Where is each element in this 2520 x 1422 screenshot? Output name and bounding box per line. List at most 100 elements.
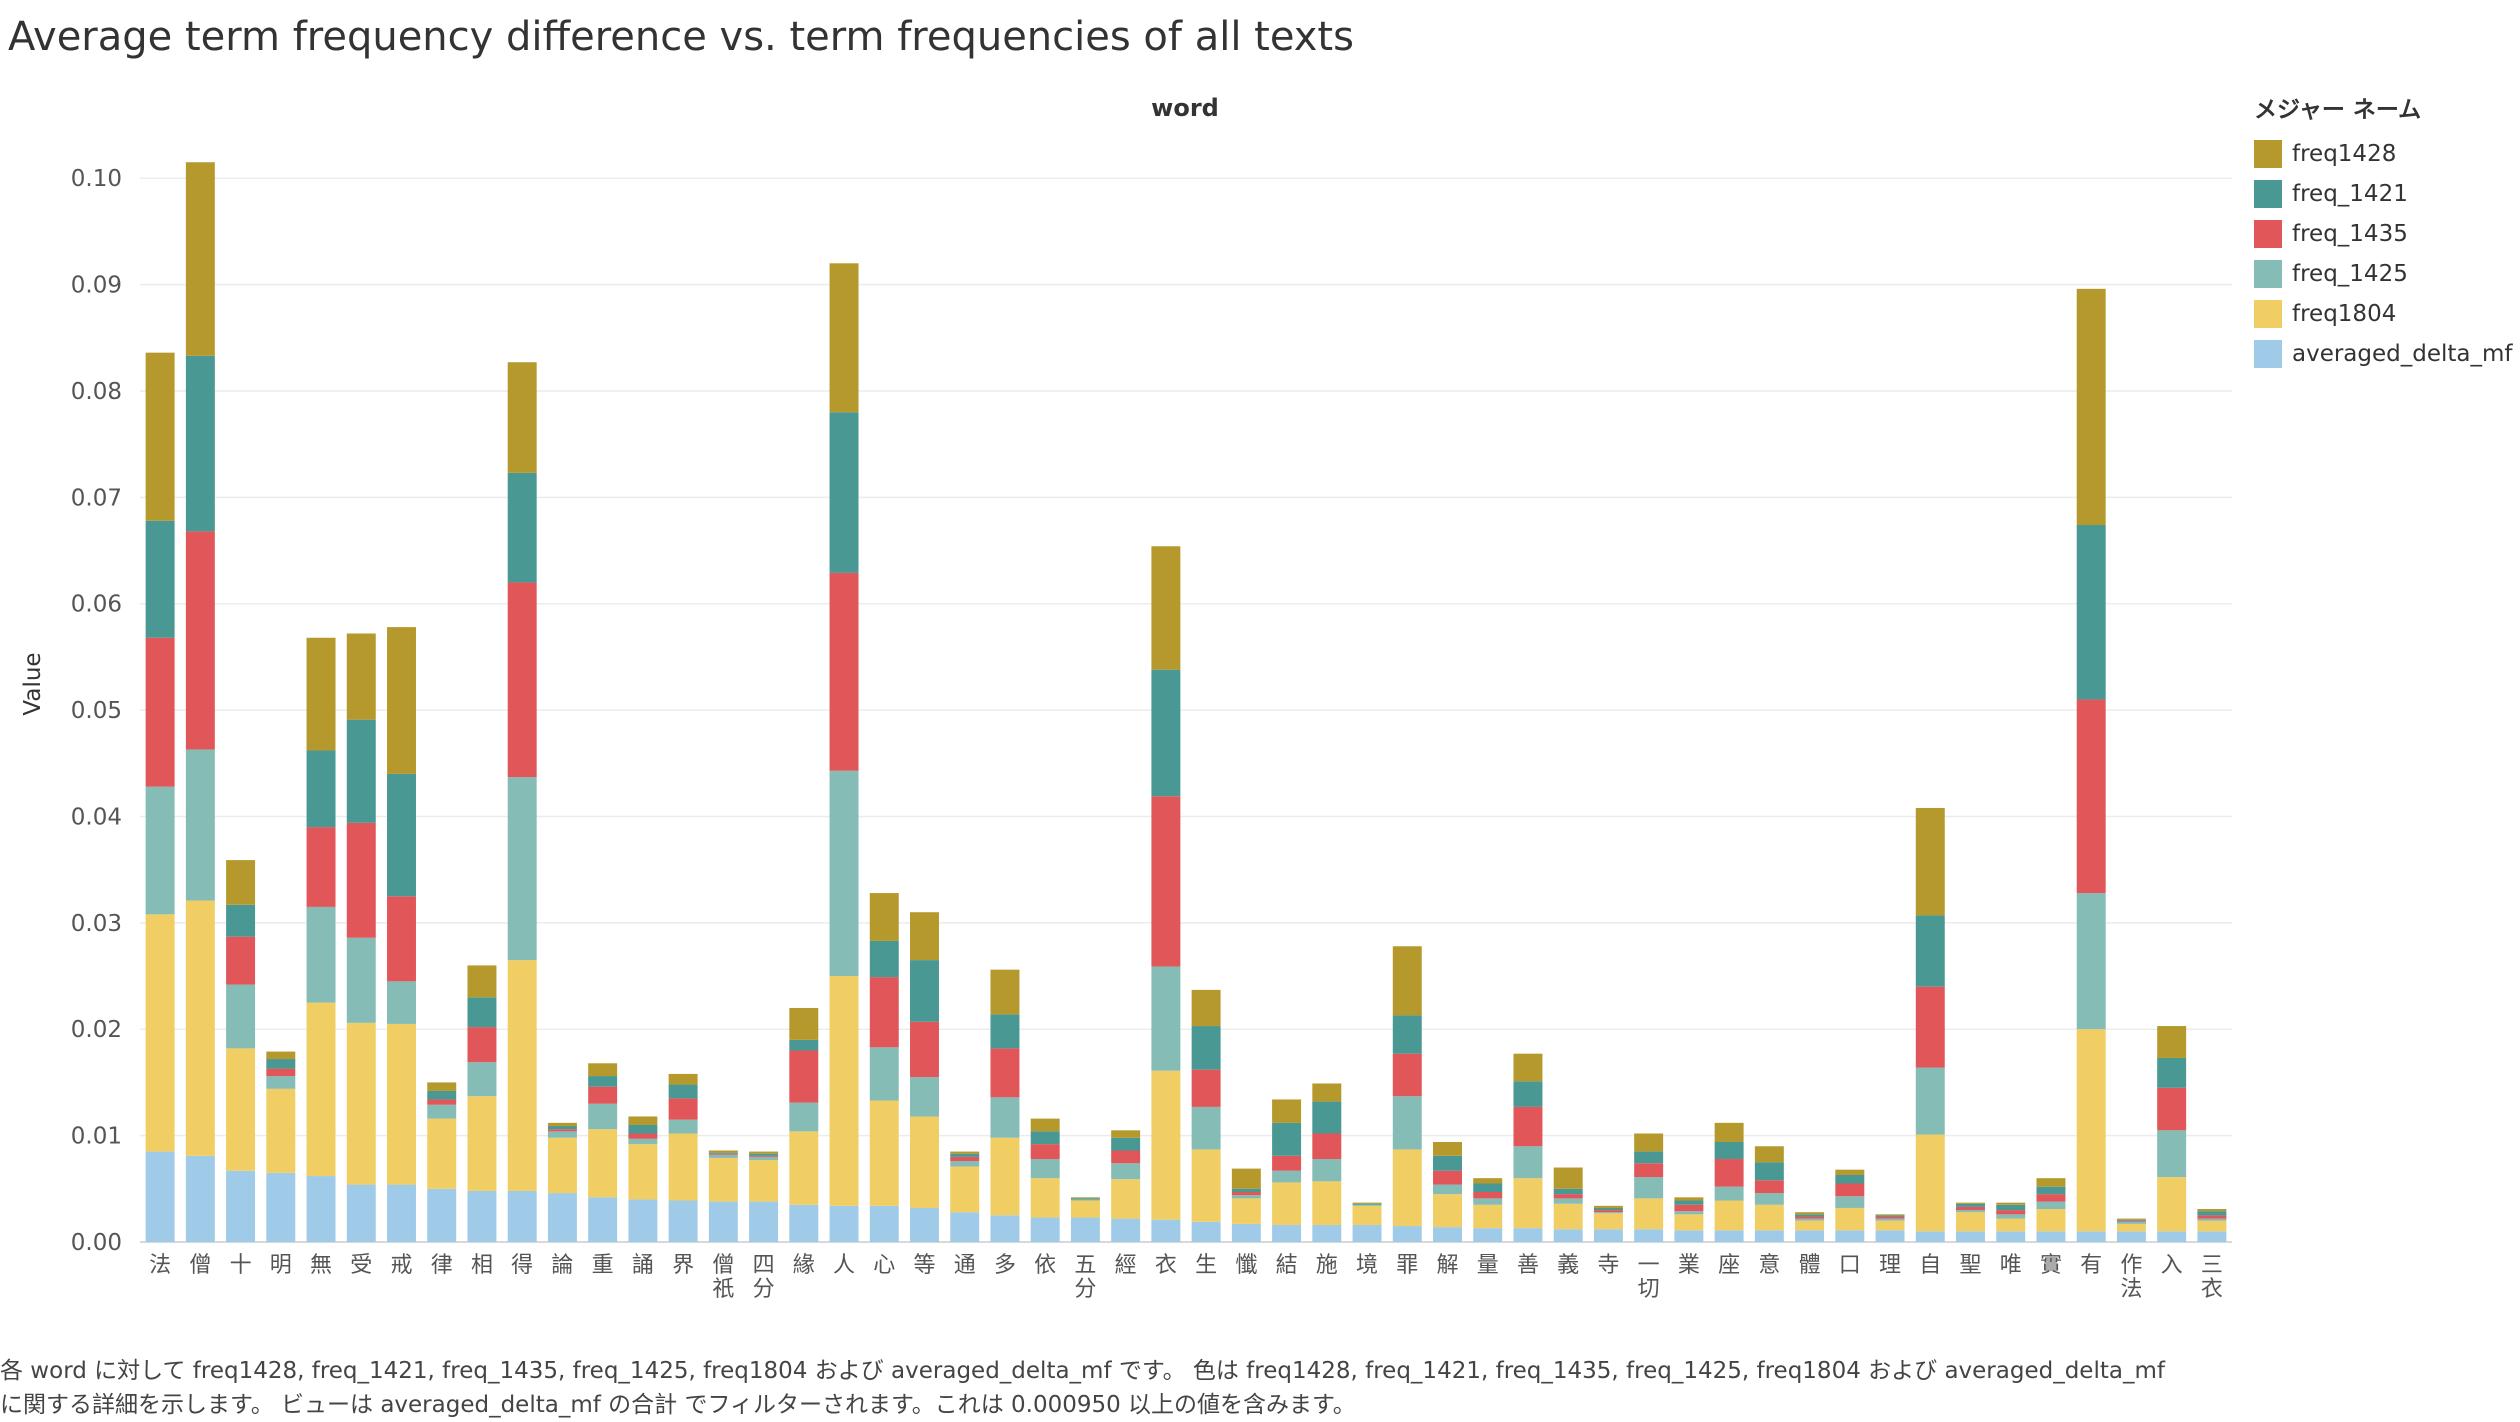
bar-segment[interactable] xyxy=(306,906,336,1003)
bar-segment[interactable] xyxy=(427,1104,457,1119)
bar-segment[interactable] xyxy=(266,1059,296,1069)
bar-segment[interactable] xyxy=(1795,1214,1825,1217)
bar-segment[interactable] xyxy=(749,1201,779,1242)
bar-segment[interactable] xyxy=(467,1190,497,1242)
bar-segment[interactable] xyxy=(547,1193,577,1242)
bar-segment[interactable] xyxy=(668,1119,698,1134)
bar-segment[interactable] xyxy=(1714,1159,1744,1187)
bar-segment[interactable] xyxy=(1795,1220,1825,1231)
bar-segment[interactable] xyxy=(1674,1230,1704,1242)
bar-segment[interactable] xyxy=(789,1131,819,1205)
bar-segment[interactable] xyxy=(1553,1198,1583,1204)
bar-segment[interactable] xyxy=(1272,1182,1302,1225)
bar-segment[interactable] xyxy=(266,1076,296,1089)
bar-segment[interactable] xyxy=(1191,1069,1221,1107)
bar-segment[interactable] xyxy=(467,1027,497,1063)
bar-segment[interactable] xyxy=(1795,1216,1825,1219)
bar-segment[interactable] xyxy=(2197,1211,2227,1216)
bar-segment[interactable] xyxy=(950,1161,980,1167)
bar-segment[interactable] xyxy=(387,896,416,982)
bar-segment[interactable] xyxy=(1956,1202,1985,1204)
bar-segment[interactable] xyxy=(467,1096,497,1191)
bar-segment[interactable] xyxy=(547,1137,577,1194)
bar-segment[interactable] xyxy=(226,1170,256,1242)
bar-segment[interactable] xyxy=(1875,1214,1905,1216)
bar-segment[interactable] xyxy=(789,1102,819,1132)
bar-segment[interactable] xyxy=(2116,1220,2146,1222)
bar-segment[interactable] xyxy=(749,1160,779,1202)
bar-segment[interactable] xyxy=(1111,1150,1141,1164)
bar-segment[interactable] xyxy=(507,1190,537,1242)
bar-segment[interactable] xyxy=(1513,1228,1543,1242)
bar-segment[interactable] xyxy=(387,981,416,1024)
bar-segment[interactable] xyxy=(507,472,537,583)
bar-segment[interactable] xyxy=(910,1116,939,1208)
bar-segment[interactable] xyxy=(1956,1206,1985,1211)
bar-segment[interactable] xyxy=(185,531,215,750)
bar-segment[interactable] xyxy=(1835,1174,1865,1184)
bar-segment[interactable] xyxy=(588,1086,618,1104)
bar-segment[interactable] xyxy=(1231,1195,1261,1199)
bar-segment[interactable] xyxy=(1392,1015,1422,1054)
bar-segment[interactable] xyxy=(628,1138,658,1145)
bar-segment[interactable] xyxy=(1714,1142,1744,1160)
bar-segment[interactable] xyxy=(1151,796,1181,967)
bar-segment[interactable] xyxy=(1915,807,1945,916)
bar-segment[interactable] xyxy=(1272,1170,1302,1183)
bar-segment[interactable] xyxy=(306,827,336,907)
bar-segment[interactable] xyxy=(668,1133,698,1201)
bar-segment[interactable] xyxy=(869,940,899,978)
bar-segment[interactable] xyxy=(829,412,859,573)
bar-segment[interactable] xyxy=(1553,1203,1583,1230)
bar-segment[interactable] xyxy=(950,1166,980,1213)
bar-segment[interactable] xyxy=(990,1215,1020,1242)
bar-segment[interactable] xyxy=(789,1204,819,1242)
bar-segment[interactable] xyxy=(1111,1179,1141,1219)
bar-segment[interactable] xyxy=(346,937,376,1023)
bar-segment[interactable] xyxy=(467,965,497,998)
bar-segment[interactable] xyxy=(427,1090,457,1100)
bar-segment[interactable] xyxy=(749,1156,779,1161)
bar-segment[interactable] xyxy=(1352,1224,1382,1242)
bar-segment[interactable] xyxy=(1272,1099,1302,1123)
bar-segment[interactable] xyxy=(1433,1155,1462,1171)
bar-segment[interactable] xyxy=(588,1063,618,1077)
bar-segment[interactable] xyxy=(1795,1212,1825,1215)
bar-segment[interactable] xyxy=(1070,1198,1100,1200)
bar-segment[interactable] xyxy=(1030,1118,1060,1132)
bar-segment[interactable] xyxy=(1312,1101,1342,1134)
bar-segment[interactable] xyxy=(1875,1218,1905,1221)
bar-segment[interactable] xyxy=(346,1022,376,1185)
bar-segment[interactable] xyxy=(185,900,215,1156)
bar-segment[interactable] xyxy=(145,352,175,521)
bar-segment[interactable] xyxy=(1593,1212,1623,1214)
bar-segment[interactable] xyxy=(1030,1131,1060,1145)
bar-segment[interactable] xyxy=(708,1154,738,1158)
bar-segment[interactable] xyxy=(950,1153,980,1157)
bar-segment[interactable] xyxy=(1513,1081,1543,1107)
bar-segment[interactable] xyxy=(387,1023,416,1185)
bar-segment[interactable] xyxy=(1634,1229,1664,1242)
bar-segment[interactable] xyxy=(306,1176,336,1242)
bar-segment[interactable] xyxy=(2116,1218,2146,1220)
bar-segment[interactable] xyxy=(467,997,497,1028)
bar-segment[interactable] xyxy=(2116,1231,2146,1242)
bar-segment[interactable] xyxy=(2116,1223,2146,1232)
bar-segment[interactable] xyxy=(910,1021,939,1078)
bar-segment[interactable] xyxy=(668,1084,698,1099)
bar-segment[interactable] xyxy=(628,1199,658,1242)
bar-segment[interactable] xyxy=(1191,1149,1221,1222)
bar-segment[interactable] xyxy=(950,1212,980,1242)
bar-segment[interactable] xyxy=(1553,1194,1583,1199)
bar-segment[interactable] xyxy=(588,1197,618,1242)
bar-segment[interactable] xyxy=(1030,1217,1060,1242)
bar-segment[interactable] xyxy=(1996,1202,2026,1205)
bar-segment[interactable] xyxy=(1634,1133,1664,1152)
bar-segment[interactable] xyxy=(145,786,175,915)
bar-segment[interactable] xyxy=(1553,1167,1583,1189)
bar-segment[interactable] xyxy=(1835,1207,1865,1231)
bar-segment[interactable] xyxy=(1191,1221,1221,1242)
bar-segment[interactable] xyxy=(346,633,376,720)
bar-segment[interactable] xyxy=(708,1150,738,1153)
legend-item[interactable]: freq1428 xyxy=(2254,134,2513,174)
